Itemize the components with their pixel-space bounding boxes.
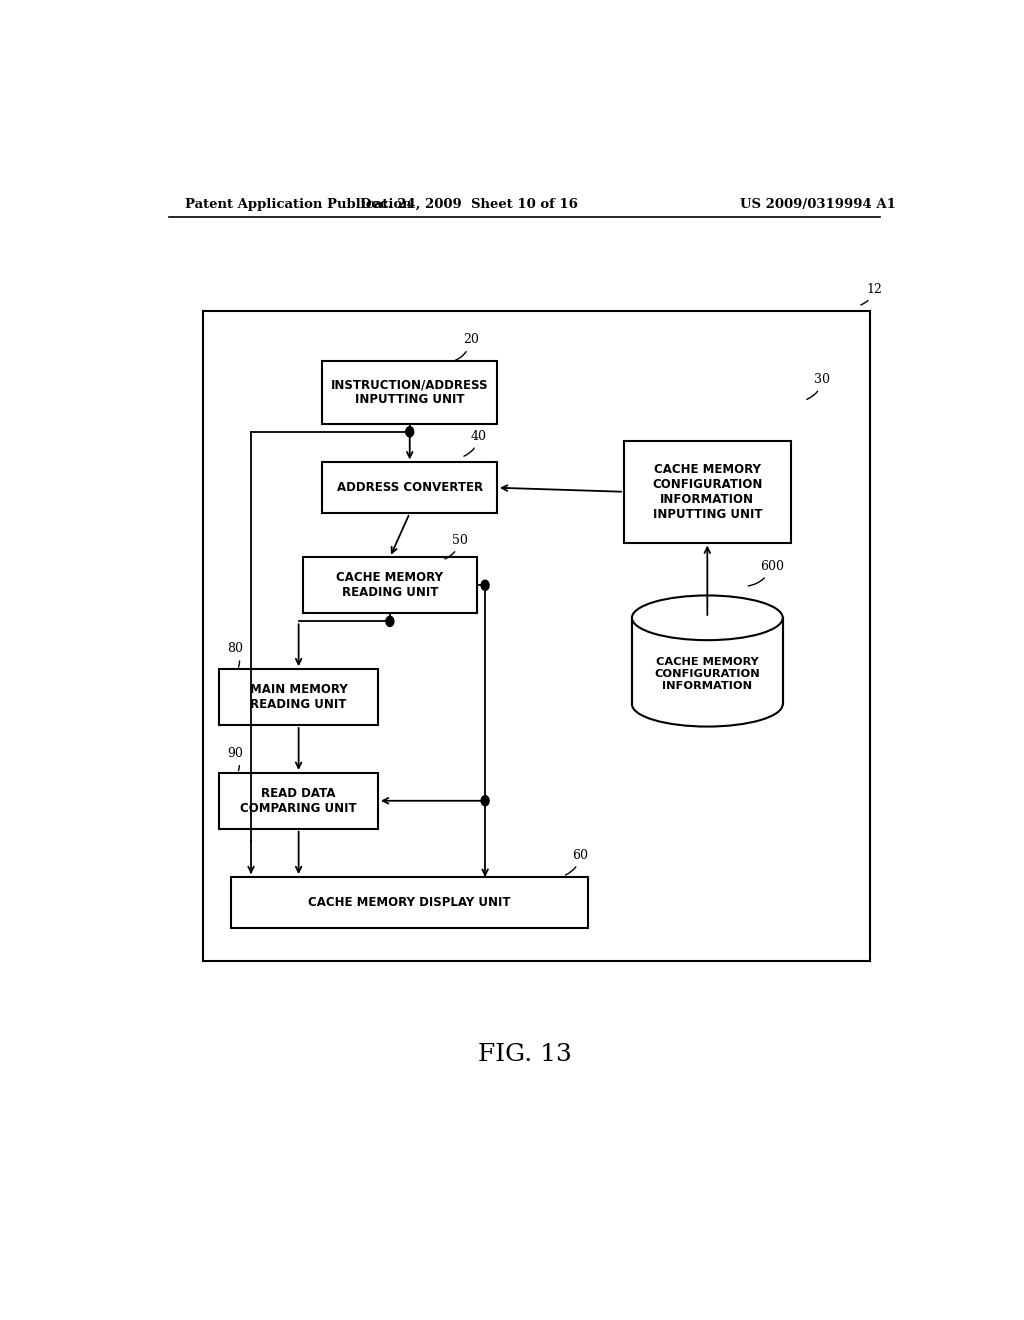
Text: 90: 90	[227, 747, 243, 771]
Bar	[632, 618, 782, 704]
Text: FIG. 13: FIG. 13	[478, 1043, 571, 1067]
Text: CACHE MEMORY
CONFIGURATION
INFORMATION
INPUTTING UNIT: CACHE MEMORY CONFIGURATION INFORMATION I…	[652, 463, 763, 521]
Bar	[323, 462, 497, 513]
Bar	[231, 876, 588, 928]
Text: 600: 600	[749, 560, 783, 586]
Text: READ DATA
COMPARING UNIT: READ DATA COMPARING UNIT	[241, 787, 357, 814]
Text: Dec. 24, 2009  Sheet 10 of 16: Dec. 24, 2009 Sheet 10 of 16	[360, 198, 579, 211]
Bar	[323, 360, 497, 424]
Text: 50: 50	[444, 533, 468, 558]
Bar	[219, 669, 378, 725]
Text: 80: 80	[227, 643, 244, 667]
Circle shape	[406, 426, 414, 437]
Bar	[303, 557, 477, 614]
Circle shape	[481, 581, 489, 590]
Text: Patent Application Publication: Patent Application Publication	[185, 198, 412, 211]
Text: 12: 12	[861, 282, 882, 305]
Bar	[219, 772, 378, 829]
Bar	[624, 441, 791, 543]
Text: CACHE MEMORY DISPLAY UNIT: CACHE MEMORY DISPLAY UNIT	[308, 896, 511, 909]
Text: 40: 40	[464, 430, 486, 457]
Text: INSTRUCTION/ADDRESS
INPUTTING UNIT: INSTRUCTION/ADDRESS INPUTTING UNIT	[331, 378, 488, 407]
Bar	[204, 312, 870, 961]
Text: 20: 20	[455, 334, 479, 360]
Text: 30: 30	[807, 374, 830, 400]
Circle shape	[481, 796, 489, 805]
Text: US 2009/0319994 A1: US 2009/0319994 A1	[740, 198, 896, 211]
Ellipse shape	[632, 595, 782, 640]
Text: CACHE MEMORY
READING UNIT: CACHE MEMORY READING UNIT	[337, 572, 443, 599]
Text: CACHE MEMORY
CONFIGURATION
INFORMATION: CACHE MEMORY CONFIGURATION INFORMATION	[654, 657, 760, 690]
Circle shape	[386, 616, 394, 627]
Text: 60: 60	[565, 849, 589, 875]
Text: MAIN MEMORY
READING UNIT: MAIN MEMORY READING UNIT	[250, 682, 347, 711]
Text: ADDRESS CONVERTER: ADDRESS CONVERTER	[337, 482, 482, 494]
